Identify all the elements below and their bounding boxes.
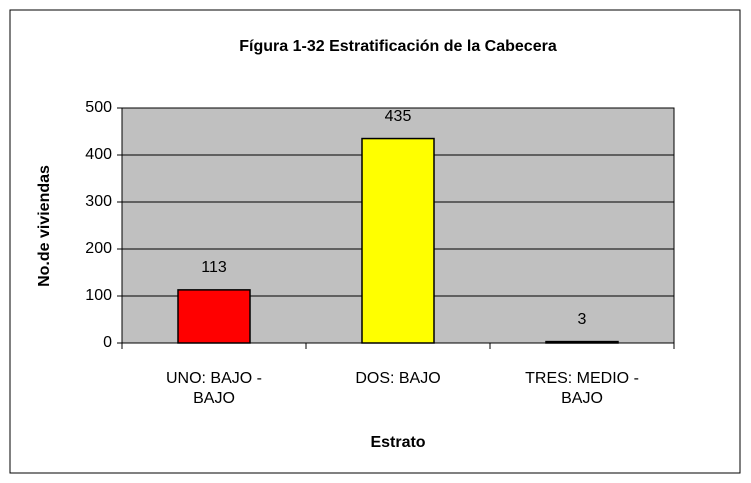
y-axis-label: No.de viviendas — [36, 165, 53, 287]
bar — [545, 340, 619, 344]
chart-title: Fígura 1-32 Estratificación de la Cabece… — [239, 38, 557, 55]
x-tick-label: DOS: BAJO — [355, 370, 441, 387]
y-tick-label: 300 — [85, 193, 112, 210]
value-label: 3 — [578, 311, 587, 328]
value-label: 435 — [385, 108, 412, 125]
x-tick-label: UNO: BAJO - BAJO — [165, 370, 262, 407]
y-tick-label: 100 — [85, 287, 112, 304]
bar — [177, 289, 251, 344]
y-tick-label: 500 — [85, 99, 112, 116]
x-tick-label: TRES: MEDIO - BAJO — [525, 370, 639, 407]
y-tick-label: 400 — [85, 146, 112, 163]
y-tick-label: 0 — [103, 334, 112, 351]
value-label: 113 — [201, 259, 227, 276]
y-tick-label: 200 — [85, 240, 112, 257]
x-axis-label: Estrato — [370, 434, 425, 451]
bar — [361, 137, 435, 344]
